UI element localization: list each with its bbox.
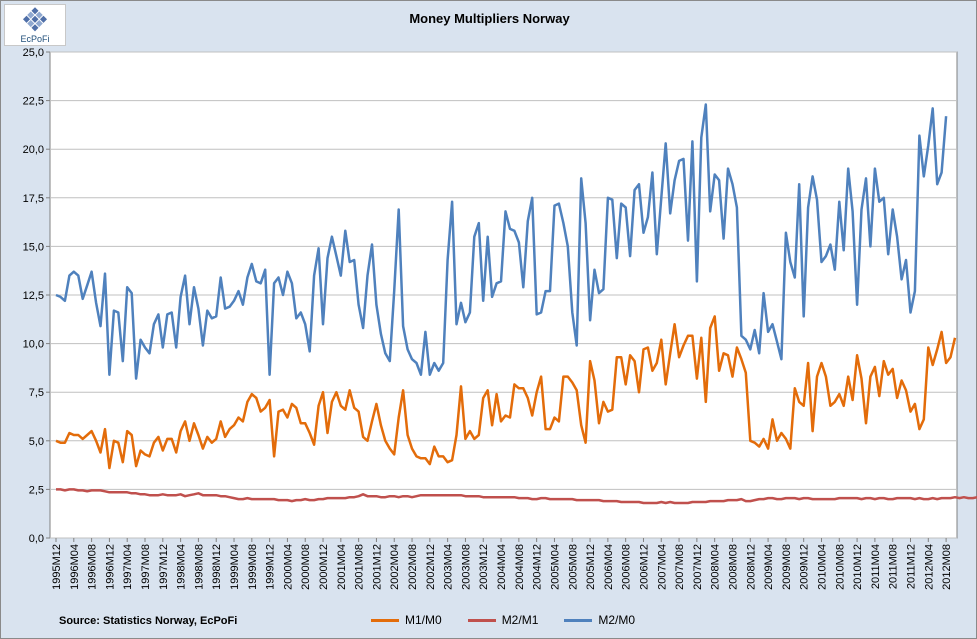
x-tick-label: 2007M12 — [692, 544, 704, 590]
logo-mark-icon — [22, 7, 48, 32]
x-tick-label: 2012M08 — [941, 544, 953, 590]
y-tick-label: 0,0 — [29, 533, 44, 545]
x-tick-label: 1999M12 — [265, 544, 277, 590]
series-line-m2m0 — [55, 103, 948, 380]
x-tick-label: 2005M12 — [585, 544, 597, 590]
y-tick-label: 10,0 — [23, 339, 44, 351]
x-tick-label: 2000M12 — [318, 544, 330, 590]
x-tick-label: 2008M12 — [745, 544, 757, 590]
x-tick-label: 2001M04 — [336, 544, 348, 590]
y-tick-label: 22,5 — [23, 96, 44, 108]
legend-swatch — [467, 618, 496, 622]
legend-label: M2/M0 — [598, 613, 636, 627]
x-tick-label: 1999M04 — [229, 544, 241, 590]
x-tick-label: 2007M04 — [656, 544, 668, 590]
x-tick-label: 2001M08 — [354, 544, 366, 590]
x-tick-label: 1996M04 — [69, 544, 81, 590]
x-tick-label: 1997M08 — [140, 544, 152, 590]
x-tick-label: 2008M04 — [710, 544, 722, 590]
x-tick-label: 2004M04 — [496, 544, 508, 590]
legend-swatch — [564, 618, 593, 622]
x-tick-label: 2003M12 — [478, 544, 490, 590]
x-tick-label: 2010M12 — [852, 544, 864, 590]
series-line-m1m0 — [55, 315, 957, 470]
x-tick-label: 2004M08 — [514, 544, 526, 590]
x-tick-label: 2004M12 — [532, 544, 544, 590]
x-tick-label: 2011M12 — [905, 544, 917, 589]
x-tick-label: 2007M08 — [674, 544, 686, 590]
x-tick-label: 1998M08 — [193, 544, 205, 590]
legend-swatch — [371, 618, 399, 622]
x-tick-label: 2009M08 — [781, 544, 793, 590]
x-tick-label: 2002M12 — [425, 544, 437, 590]
x-tick-label: 2003M04 — [443, 544, 455, 590]
x-tick-label: 2003M08 — [460, 544, 472, 590]
x-tick-label: 2009M12 — [799, 544, 811, 590]
y-tick-label: 17,5 — [23, 193, 44, 205]
x-tick-label: 2000M04 — [282, 544, 294, 590]
x-tick-label: 2009M04 — [763, 544, 775, 590]
series-line-m2m1 — [56, 488, 977, 505]
legend-label: M2/M1 — [501, 613, 539, 627]
ecpofi-logo: EcPoFi — [4, 4, 66, 46]
x-tick-label: 2001M12 — [371, 544, 383, 590]
y-tick-label: 2,5 — [29, 484, 44, 496]
y-tick-label: 7,5 — [29, 387, 44, 399]
chart-title: Money Multipliers Norway — [409, 11, 570, 26]
x-tick-label: 1996M12 — [104, 544, 116, 590]
legend-item-m2m1: M2/M1 — [467, 613, 539, 627]
x-tick-label: 1999M08 — [247, 544, 259, 590]
x-tick-label: 1998M04 — [176, 544, 188, 590]
y-tick-label: 5,0 — [29, 436, 44, 448]
source-note: Source: Statistics Norway, EcPoFi — [59, 615, 238, 627]
x-tick-label: 2012M04 — [923, 544, 935, 590]
x-tick-label: 1997M04 — [122, 544, 134, 590]
x-tick-label: 2002M08 — [407, 544, 419, 590]
x-tick-label: 2006M04 — [603, 544, 615, 590]
x-tick-label: 2005M04 — [549, 544, 561, 590]
x-tick-label: 2010M08 — [834, 544, 846, 590]
legend-item-m1m0: M1/M0 — [371, 613, 442, 627]
y-tick-label: 25,0 — [23, 47, 44, 59]
legend: M1/M0 M2/M1 M2/M0 — [371, 613, 635, 627]
logo-text: EcPoFi — [20, 34, 50, 44]
x-tick-label: 2008M08 — [727, 544, 739, 590]
y-tick-label: 20,0 — [23, 144, 44, 156]
x-tick-label: 2010M04 — [816, 544, 828, 590]
x-tick-label: 1997M12 — [158, 544, 170, 590]
x-tick-label: 2000M08 — [300, 544, 312, 590]
x-tick-label: 2011M04 — [870, 544, 882, 589]
legend-item-m2m0: M2/M0 — [564, 613, 635, 627]
x-tick-label: 2002M04 — [389, 544, 401, 590]
x-tick-label: 2006M08 — [621, 544, 633, 590]
x-tick-label: 2011M08 — [888, 544, 900, 589]
y-tick-label: 15,0 — [23, 241, 44, 253]
legend-label: M1/M0 — [405, 613, 442, 627]
x-tick-label: 2005M08 — [567, 544, 579, 590]
x-tick-label: 1998M12 — [211, 544, 223, 590]
x-tick-label: 1996M08 — [87, 544, 99, 590]
x-tick-label: 2006M12 — [638, 544, 650, 590]
x-tick-label: 1995M12 — [51, 544, 63, 590]
y-tick-label: 12,5 — [23, 290, 44, 302]
